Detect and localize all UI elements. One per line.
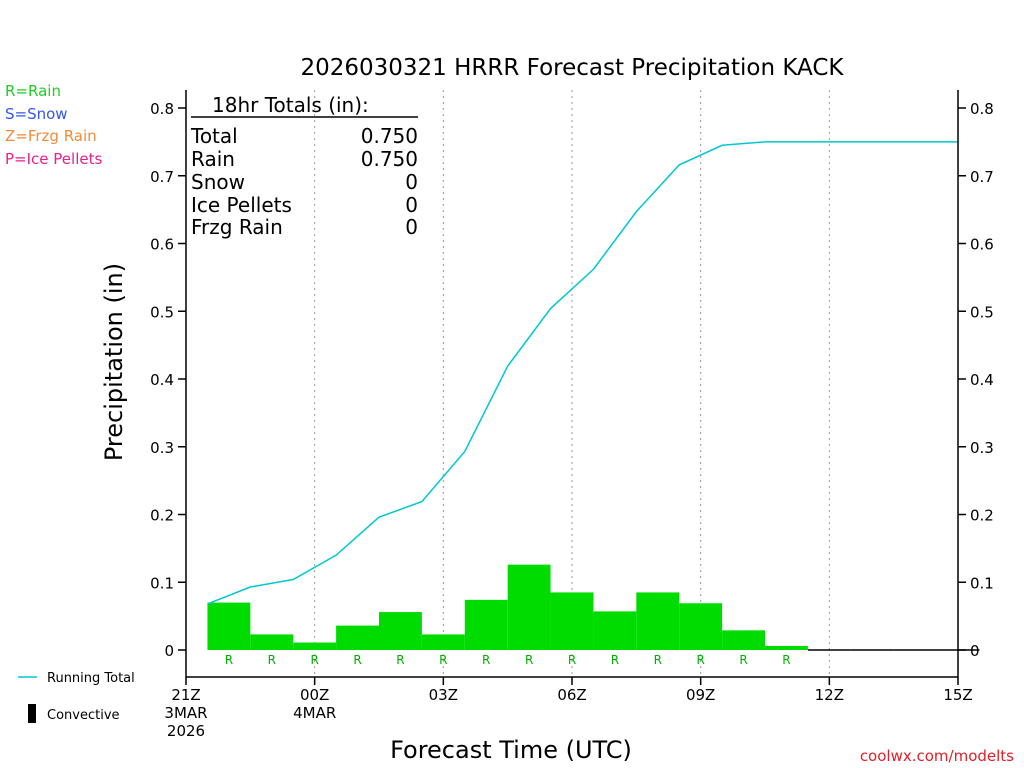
precip-type-label-8: R [568,653,576,667]
legend-rain: R=Rain [5,82,61,100]
y-tick-label-left-7: 0.7 [150,168,174,186]
precip-bar-13 [765,645,808,650]
y-tick-label-right-6: 0.6 [970,236,994,254]
x-tick-label-1-0: 00Z [300,686,329,704]
x-tick-label-0-0: 21Z [171,686,200,704]
grid-layer [314,90,830,677]
y-tick-label-left-4: 0.4 [150,371,174,389]
precip-bar-7 [507,564,551,650]
convective-legend-swatch [28,704,36,723]
totals-label-total: Total [190,124,238,148]
totals-header: 18hr Totals (in): [212,93,369,117]
totals-value-rain: 0.750 [361,147,418,171]
y-tick-label-right-1: 0.1 [970,574,994,592]
credit-text: coolwx.com/modelts [860,747,1014,765]
y-ticks: 0 00.1 0.10.2 0.20.3 0.30.4 0.40.5 0.50.6 0.60.… [150,100,994,660]
totals-value-total: 0.750 [361,124,418,148]
x-tick-label-5-0: 12Z [815,686,844,704]
legend-frzg-rain: Z=Frzg Rain [5,127,97,145]
precip-bar-12 [722,630,765,650]
y-tick-label-right-7: 0.7 [970,168,994,186]
running-total-line [207,141,958,605]
x-tick-label-4-0: 09Z [686,686,715,704]
x-tick-label-1-1: 4MAR [293,704,336,722]
precip-type-label-5: R [439,653,447,667]
y-tick-label-left-8: 0.8 [150,100,174,118]
precip-type-label-3: R [353,653,361,667]
y-tick-label-right-4: 0.4 [970,371,994,389]
x-tick-label-6-0: 15Z [943,686,972,704]
x-tick-label-2-0: 03Z [429,686,458,704]
totals-value-ice-pellets: 0 [405,193,418,217]
y-tick-label-right-8: 0.8 [970,100,994,118]
precip-bar-11 [679,603,723,650]
totals-box: 18hr Totals (in): Total 0.750 Rain 0.750… [190,93,418,239]
precip-bar-8 [550,592,594,650]
precip-type-label-6: R [482,653,490,667]
convective-legend-label: Convective [47,708,120,723]
precip-type-label-9: R [611,653,619,667]
totals-label-rain: Rain [191,147,235,171]
y-tick-label-right-0: 0 [970,642,980,660]
totals-label-frzg-rain: Frzg Rain [191,215,283,239]
legend-snow: S=Snow [5,105,68,123]
precip-bar-6 [464,599,508,650]
precip-type-label-7: R [525,653,533,667]
precip-bar-3 [336,625,379,650]
legend-ice-pellets: P=Ice Pellets [5,150,102,168]
totals-label-snow: Snow [191,170,245,194]
precip-bar-9 [593,611,637,650]
y-tick-label-left-1: 0.1 [150,574,174,592]
y-tick-label-left-6: 0.6 [150,236,174,254]
y-tick-label-left-5: 0.5 [150,303,174,321]
x-tick-label-0-1: 3MAR [164,704,207,722]
y-tick-label-left-0: 0 [164,642,174,660]
running-total-legend-label: Running Total [47,671,135,686]
precip-type-label-11: R [696,653,704,667]
precip-bar-0 [207,602,251,650]
x-tick-label-0-2: 2026 [167,722,205,740]
totals-value-snow: 0 [405,170,418,194]
precip-type-label-10: R [654,653,662,667]
precip-bar-4 [379,612,422,650]
precip-type-label-12: R [739,653,747,667]
totals-label-ice-pellets: Ice Pellets [191,193,292,217]
y-axis-title: Precipitation (in) [100,263,128,461]
precip-type-label-0: R [225,653,233,667]
precip-bar-1 [250,634,294,650]
x-axis-title: Forecast Time (UTC) [390,736,632,764]
y-tick-label-right-5: 0.5 [970,303,994,321]
y-tick-label-right-3: 0.3 [970,439,994,457]
precip-bar-2 [293,642,337,650]
precip-type-label-1: R [268,653,276,667]
precip-type-label-2: R [310,653,318,667]
y-tick-label-right-2: 0.2 [970,507,994,525]
precip-type-label-4: R [396,653,404,667]
precip-bar-5 [421,634,465,650]
totals-value-frzg-rain: 0 [405,215,418,239]
y-tick-label-left-3: 0.3 [150,439,174,457]
running-total-layer [207,141,958,605]
precip-type-label-13: R [782,653,790,667]
chart-title: 2026030321 HRRR Forecast Precipitation K… [300,55,844,81]
y-tick-label-left-2: 0.2 [150,507,174,525]
precip-bar-10 [636,592,680,650]
x-tick-label-3-0: 06Z [557,686,586,704]
